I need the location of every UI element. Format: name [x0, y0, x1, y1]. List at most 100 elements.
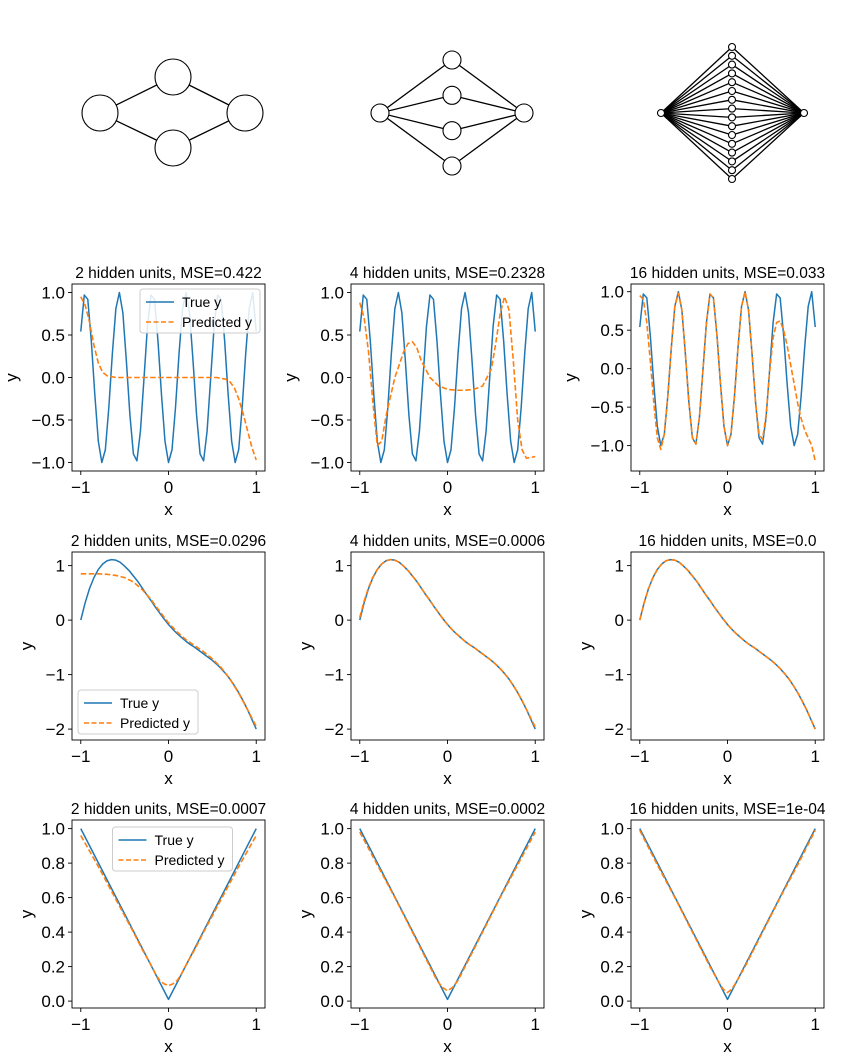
network-edge [731, 112, 805, 162]
true-y-line [639, 290, 816, 447]
y-tick-label: 1.0 [320, 820, 344, 839]
network-edge [731, 64, 805, 114]
network-edge [451, 94, 525, 114]
network-edge [660, 81, 733, 114]
y-tick-label: −1 [605, 666, 624, 685]
legend-predicted-label: Predicted y [120, 715, 190, 731]
y-tick-label: −1 [46, 666, 65, 685]
hidden-node [727, 122, 737, 131]
network-edge [660, 90, 733, 114]
network-edge [731, 55, 805, 114]
y-tick-label: 1 [615, 557, 624, 576]
plot-title: 4 hidden units, MSE=0.0006 [350, 533, 545, 550]
hidden-node [442, 50, 462, 70]
network-edge [660, 46, 733, 114]
x-axis-label: x [164, 769, 173, 788]
network-edge [660, 55, 733, 114]
hidden-node [727, 166, 737, 175]
predicted-y-line [80, 835, 257, 987]
network-edge [379, 112, 453, 132]
x-tick-label: −1 [71, 478, 90, 497]
y-tick-label: 0.4 [41, 923, 65, 942]
y-tick-label: 0.2 [41, 958, 65, 977]
plot-title: 16 hidden units, MSE=0.0 [639, 533, 817, 550]
network-edge [451, 59, 525, 114]
legend: True y Predicted y [77, 689, 199, 735]
x-axis-label: x [723, 500, 732, 519]
true-y-line [359, 828, 536, 1001]
hidden-node [727, 113, 737, 122]
hidden-node [727, 42, 737, 52]
plot-title: 2 hidden units, MSE=0.422 [75, 265, 262, 282]
network-edge [660, 112, 733, 180]
y-axis-label: y [561, 373, 580, 382]
y-tick-label: 0.6 [41, 889, 65, 908]
y-tick-label: 0.8 [320, 854, 344, 873]
x-axis-label: x [164, 500, 173, 519]
hidden-node [727, 78, 737, 87]
x-axis-label: x [723, 1037, 732, 1056]
x-axis-label: x [443, 769, 452, 788]
y-axis-label: y [17, 909, 36, 918]
true-y-line [80, 291, 257, 464]
x-tick-label: 1 [810, 747, 819, 766]
x-tick-label: −1 [630, 747, 649, 766]
hidden-node [154, 129, 192, 167]
predicted-y-line [80, 573, 257, 727]
network-edge [731, 46, 805, 114]
x-tick-label: 1 [530, 1015, 539, 1034]
axes-frame [350, 819, 545, 1009]
y-tick-label: 1.0 [600, 283, 624, 302]
y-tick-label: 0.0 [320, 369, 344, 388]
network-edge [660, 99, 733, 114]
network-edge [660, 112, 733, 162]
y-tick-label: 1.0 [320, 284, 344, 303]
x-axis-label: x [443, 500, 452, 519]
x-tick-label: 0 [443, 747, 452, 766]
network-edge [731, 99, 805, 114]
x-tick-label: 0 [164, 478, 173, 497]
y-tick-label: 0 [56, 611, 65, 630]
hidden-node [727, 60, 737, 69]
plot-r2-c1: −1 0 1 0.0 0.2 0.4 0.6 0.8 1.0 4 hidden units, MS… [296, 801, 545, 1056]
y-tick-label: −0.5 [31, 411, 65, 430]
y-tick-label: 0.0 [320, 992, 344, 1011]
x-tick-label: −1 [71, 747, 90, 766]
plot-title: 2 hidden units, MSE=0.0007 [71, 801, 266, 818]
x-tick-label: 0 [443, 478, 452, 497]
predicted-y-line [639, 290, 817, 462]
legend-predicted-label: Predicted y [182, 314, 252, 330]
true-y-line [80, 828, 257, 1001]
hidden-node [727, 104, 737, 113]
x-tick-label: −1 [71, 1015, 90, 1034]
network-edge [451, 112, 525, 167]
x-tick-label: 0 [164, 747, 173, 766]
plot-title: 16 hidden units, MSE=0.033 [630, 265, 825, 282]
x-tick-label: 0 [723, 747, 732, 766]
legend: True y Predicted y [112, 826, 233, 872]
y-tick-label: 0.0 [600, 360, 624, 379]
network-diagram-16-hidden [656, 42, 809, 184]
y-tick-label: 0.0 [41, 369, 65, 388]
x-axis-label: x [723, 769, 732, 788]
y-tick-label: 1.0 [41, 820, 65, 839]
legend-true-label: True y [182, 294, 221, 310]
y-tick-label: 0.6 [320, 889, 344, 908]
x-tick-label: −1 [350, 1015, 369, 1034]
hidden-node [727, 130, 737, 140]
network-diagram-4-hidden [370, 50, 534, 176]
x-tick-label: 1 [251, 747, 260, 766]
x-tick-label: −1 [630, 478, 649, 497]
network-edge [660, 64, 733, 114]
y-tick-label: 1 [335, 557, 344, 576]
y-tick-label: 0.4 [320, 923, 344, 942]
x-tick-label: −1 [630, 1015, 649, 1034]
network-edge [731, 90, 805, 114]
network-diagrams [81, 42, 809, 184]
x-tick-label: 1 [251, 1015, 260, 1034]
legend: True y Predicted y [139, 288, 261, 334]
network-edge [731, 112, 805, 171]
y-tick-label: −1.0 [310, 454, 344, 473]
hidden-node [727, 174, 737, 184]
